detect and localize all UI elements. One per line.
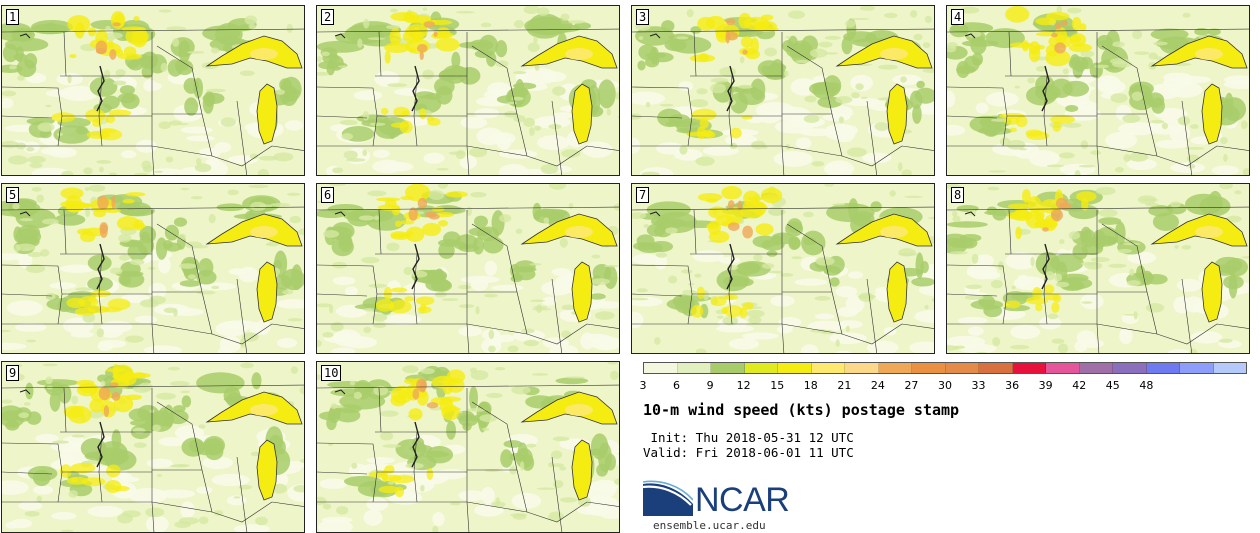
colorbar-tick-label: 33 (971, 379, 986, 392)
colorbar-tick-label: 27 (904, 379, 919, 392)
colorbar-tick-label: 21 (837, 379, 852, 392)
stamp-panel-6: 6 (316, 183, 620, 354)
colorbar-tick-label: 9 (706, 379, 714, 392)
member-label: 10 (321, 365, 342, 381)
stamp-panel-3: 3 (631, 5, 935, 176)
stamp-panel-10: 10 (316, 361, 620, 533)
wind-speed-map (317, 6, 619, 175)
colorbar-swatch (1146, 363, 1180, 373)
colorbar-swatch (1180, 363, 1214, 373)
colorbar-tick-label: 45 (1105, 379, 1120, 392)
colorbar-tick-label: 6 (673, 379, 681, 392)
colorbar-swatch (1213, 363, 1246, 373)
colorbar-tick-label: 15 (770, 379, 785, 392)
stamp-panel-2: 2 (316, 5, 620, 176)
ncar-wordmark: NCAR (695, 481, 790, 519)
wind-speed-map (2, 184, 304, 353)
member-label: 4 (951, 9, 965, 25)
colorbar-swatch (912, 363, 946, 373)
colorbar-ticks: 3 6 9 12 15 18 21 24 27 30 33 36 39 42 45 48 (639, 379, 1247, 393)
figure-title: 10-m wind speed (kts) postage stamp (643, 401, 960, 419)
member-label: 2 (321, 9, 335, 25)
stamp-panel-9: 9 (1, 361, 305, 533)
ncar-logo: NCAR ensemble.ucar.edu (643, 478, 843, 532)
valid-time: Valid: Fri 2018-06-01 11 UTC (643, 445, 854, 460)
colorbar-tick-label: 39 (1038, 379, 1053, 392)
wind-speed-map (2, 362, 304, 532)
colorbar (643, 362, 1247, 374)
colorbar-swatch (945, 363, 979, 373)
wind-speed-map (632, 6, 934, 175)
colorbar-swatch (1046, 363, 1080, 373)
colorbar-swatch (1079, 363, 1113, 373)
colorbar-tick-label: 18 (803, 379, 818, 392)
init-time: Init: Thu 2018-05-31 12 UTC (643, 430, 854, 445)
member-label: 6 (321, 187, 335, 203)
wind-speed-map (947, 184, 1249, 353)
wind-speed-map (317, 184, 619, 353)
colorbar-swatch (677, 363, 711, 373)
ensemble-url: ensemble.ucar.edu (653, 519, 766, 532)
colorbar-tick-label: 36 (1005, 379, 1020, 392)
colorbar-tick-label: 12 (736, 379, 751, 392)
member-label: 1 (6, 9, 20, 25)
colorbar-swatch (979, 363, 1013, 373)
colorbar-swatch (744, 363, 778, 373)
colorbar-tick-label: 42 (1072, 379, 1087, 392)
stamp-panel-1: 1 (1, 5, 305, 176)
stamp-panel-7: 7 (631, 183, 935, 354)
colorbar-tick-label: 3 (639, 379, 647, 392)
wind-speed-map (632, 184, 934, 353)
colorbar-swatch (644, 363, 678, 373)
colorbar-tick-label: 48 (1139, 379, 1154, 392)
colorbar-swatch (878, 363, 912, 373)
member-label: 5 (6, 187, 20, 203)
stamp-panel-8: 8 (946, 183, 1250, 354)
colorbar-swatch (1012, 363, 1046, 373)
member-label: 9 (6, 365, 20, 381)
colorbar-swatch (845, 363, 879, 373)
stamp-panel-4: 4 (946, 5, 1250, 176)
wind-speed-map (947, 6, 1249, 175)
stamp-panel-5: 5 (1, 183, 305, 354)
colorbar-tick-label: 30 (938, 379, 952, 392)
colorbar-swatch (811, 363, 845, 373)
member-label: 3 (636, 9, 650, 25)
colorbar-tick-label: 24 (870, 379, 885, 392)
colorbar-swatch (1113, 363, 1147, 373)
colorbar-swatch (711, 363, 745, 373)
member-label: 7 (636, 187, 650, 203)
member-label: 8 (951, 187, 965, 203)
wind-speed-map (2, 6, 304, 175)
colorbar-swatch (778, 363, 812, 373)
ncar-swoosh-icon (643, 480, 693, 516)
wind-speed-map (317, 362, 619, 532)
